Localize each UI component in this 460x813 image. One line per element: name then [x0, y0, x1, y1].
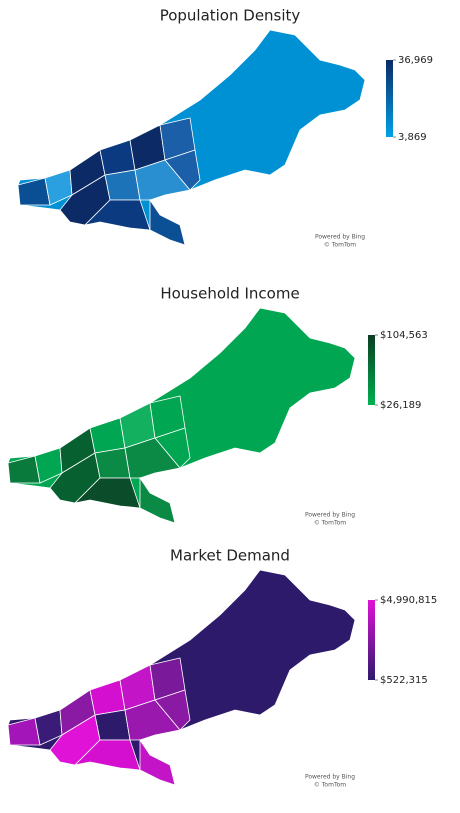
- district: [89, 417, 126, 454]
- district: [164, 149, 201, 191]
- district: [73, 477, 141, 509]
- district: [99, 139, 136, 176]
- legend-bar: [368, 600, 375, 680]
- map-title: Household Income: [160, 285, 299, 303]
- district: [104, 169, 141, 201]
- attribution: Powered by Bing: [305, 774, 355, 781]
- attribution: © TomTom: [314, 782, 346, 789]
- district: [94, 709, 131, 741]
- district: [149, 198, 186, 246]
- legend-bar: [386, 60, 393, 137]
- map: [7, 569, 356, 786]
- legend-min-label: $26,189: [380, 400, 421, 411]
- legend-min-label: $522,315: [380, 675, 428, 686]
- district: [89, 679, 126, 716]
- legend-max-label: $104,563: [380, 330, 428, 341]
- legend-max-label: $4,990,815: [380, 595, 437, 606]
- district: [83, 199, 151, 231]
- map-title: Market Demand: [170, 547, 290, 565]
- map-title: Population Density: [160, 7, 301, 25]
- district: [139, 476, 176, 524]
- map: [17, 29, 366, 246]
- legend-max-label: 36,969: [398, 55, 433, 66]
- district: [73, 739, 141, 771]
- attribution: Powered by Bing: [305, 512, 355, 519]
- attribution: Powered by Bing: [315, 234, 365, 241]
- attribution: © TomTom: [324, 242, 356, 249]
- map: [7, 307, 356, 524]
- attribution: © TomTom: [314, 520, 346, 527]
- district: [94, 447, 131, 479]
- district: [154, 689, 191, 731]
- district: [154, 427, 191, 469]
- legend-min-label: 3,869: [398, 132, 427, 143]
- district: [139, 738, 176, 786]
- legend-bar: [368, 335, 375, 405]
